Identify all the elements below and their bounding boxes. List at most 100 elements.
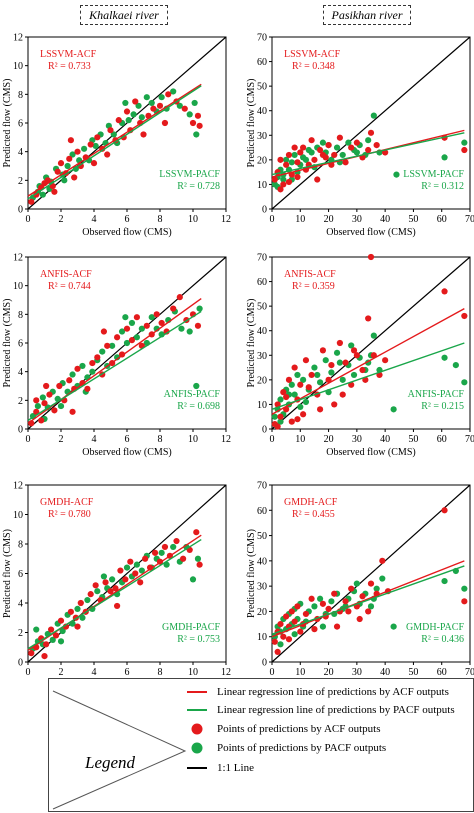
y-tick-label: 40 xyxy=(257,556,267,567)
acf-point xyxy=(51,188,58,195)
y-tick-label: 10 xyxy=(257,632,267,643)
y-tick-label: 0 xyxy=(262,658,267,669)
y-tick-label: 30 xyxy=(257,582,267,593)
acf-point xyxy=(277,186,284,193)
pacf-point xyxy=(277,641,284,648)
acf-point xyxy=(48,626,55,633)
pacf-point xyxy=(118,328,126,335)
x-tick-label: 20 xyxy=(324,214,334,225)
y-axis-label: Predicted flow (CMS) xyxy=(246,529,257,618)
x-tick-label: 6 xyxy=(125,434,130,445)
acf-point xyxy=(277,413,284,420)
pacf-point xyxy=(348,342,355,349)
pacf-point xyxy=(333,349,341,356)
acf-point xyxy=(305,384,312,391)
acf-point xyxy=(132,98,139,105)
y-tick-label: 2 xyxy=(18,176,23,187)
acf-point xyxy=(288,608,295,615)
acf-point xyxy=(367,253,375,261)
pacf-model-label: LSSVM-PACF xyxy=(159,169,220,180)
acf-point xyxy=(38,417,45,424)
y-tick-label: 0 xyxy=(18,658,23,669)
pacf-regression-line xyxy=(271,342,465,411)
acf-point xyxy=(348,585,355,592)
acf-point xyxy=(461,312,468,320)
acf-point xyxy=(100,328,107,335)
acf-point xyxy=(41,653,48,660)
acf-point xyxy=(69,408,76,415)
acf-point xyxy=(127,558,134,565)
y-tick-label: 8 xyxy=(18,540,23,551)
x-tick-label: 10 xyxy=(188,434,198,445)
pacf-point xyxy=(461,585,468,592)
acf-point xyxy=(90,160,98,167)
pacf-point xyxy=(288,381,295,388)
y-tick-label: 4 xyxy=(18,147,23,158)
legend-label: Points of predictions by ACF outputs xyxy=(217,723,381,735)
acf-point xyxy=(280,389,287,396)
acf-point xyxy=(132,570,139,577)
acf-point xyxy=(365,146,372,154)
legend-label: Linear regression line of predictions by… xyxy=(217,704,455,716)
acf-point xyxy=(180,555,187,562)
acf-point xyxy=(325,605,332,613)
y-tick-label: 50 xyxy=(257,531,267,542)
y-tick-label: 40 xyxy=(257,106,267,117)
acf-point xyxy=(107,127,114,134)
acf-regression-line xyxy=(27,83,202,197)
acf-point xyxy=(382,357,389,364)
legend-line-swatch xyxy=(187,709,207,711)
acf-point xyxy=(333,623,341,630)
acf-point xyxy=(104,342,111,349)
pacf-point xyxy=(328,369,335,376)
acf-point xyxy=(94,354,101,361)
y-axis-label: Predicted flow (CMS) xyxy=(246,299,257,388)
acf-point xyxy=(280,633,287,640)
pacf-point xyxy=(110,131,117,138)
x-tick-label: 8 xyxy=(158,214,163,225)
pacf-point xyxy=(193,131,200,138)
acf-point xyxy=(356,615,363,623)
acf-point xyxy=(104,151,111,158)
pacf-r2-label: R² = 0.215 xyxy=(421,401,464,412)
pacf-point xyxy=(74,605,81,613)
y-tick-label: 60 xyxy=(257,277,267,288)
x-tick-label: 8 xyxy=(158,667,163,678)
acf-point xyxy=(350,347,358,354)
acf-point xyxy=(77,162,84,170)
acf-point xyxy=(328,362,335,369)
acf-point xyxy=(112,585,119,592)
x-tick-label: 4 xyxy=(92,667,97,678)
acf-point xyxy=(57,160,65,167)
pacf-point xyxy=(138,567,145,574)
acf-point xyxy=(33,408,40,415)
acf-point xyxy=(189,119,197,127)
one-to-one-line xyxy=(271,36,471,210)
x-tick-label: 0 xyxy=(26,667,31,678)
y-tick-label: 70 xyxy=(257,33,267,44)
pacf-point xyxy=(138,114,145,121)
pacf-point xyxy=(122,314,129,321)
pacf-point xyxy=(114,354,121,361)
pacf-point xyxy=(291,151,298,159)
acf-point xyxy=(291,618,298,625)
acf-point xyxy=(153,311,160,318)
pacf-point xyxy=(79,362,86,370)
pacf-point xyxy=(84,596,91,604)
x-tick-label: 0 xyxy=(270,214,275,225)
acf-point xyxy=(94,134,101,141)
y-tick-label: 4 xyxy=(18,599,23,610)
acf-point xyxy=(365,315,372,322)
legend-line-swatch xyxy=(187,767,207,769)
pacf-point xyxy=(461,379,468,386)
acf-point xyxy=(373,142,380,149)
acf-point xyxy=(294,159,301,166)
acf-point xyxy=(441,288,448,295)
one-to-one-line xyxy=(271,484,471,663)
pacf-point xyxy=(311,364,318,371)
acf-point xyxy=(345,608,352,615)
acf-point xyxy=(291,144,298,151)
acf-point xyxy=(114,334,121,341)
acf-point xyxy=(325,376,332,383)
legend-title: Legend xyxy=(85,753,136,772)
